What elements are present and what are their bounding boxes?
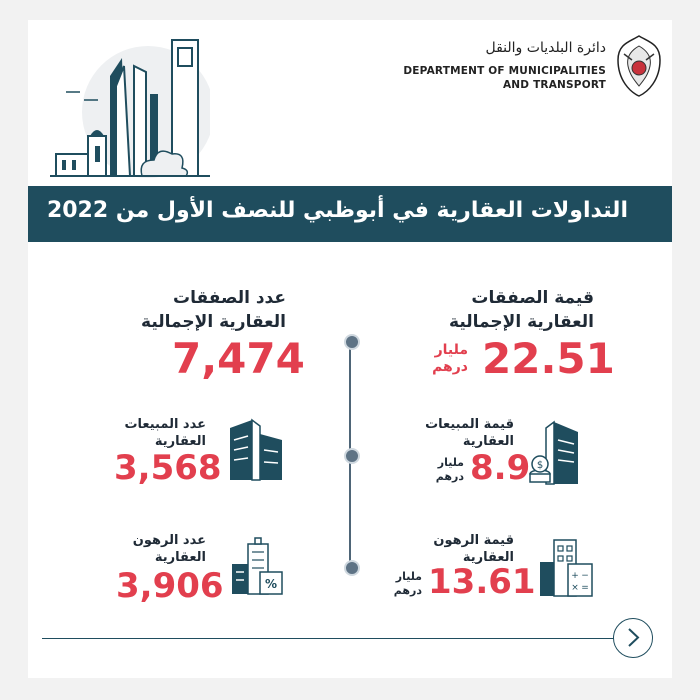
total-count-label-line2: العقارية الإجمالية	[141, 312, 286, 332]
svg-text:−: −	[581, 571, 589, 581]
logo-english-text: DEPARTMENT OF MUNICIPALITIES AND TRANSPO…	[403, 64, 606, 92]
mortgage-value-unit-line1: مليار	[395, 570, 422, 583]
mortgage-count-label-line2: العقارية	[154, 550, 206, 565]
mortgage-value-label-line1: قيمة الرهون	[433, 533, 514, 548]
svg-text:%: %	[265, 577, 277, 591]
city-skyline-icon	[50, 39, 210, 178]
svg-text:×: ×	[571, 583, 579, 593]
total-value-unit-line2: درهم	[432, 359, 468, 375]
chevron-right-icon	[628, 628, 640, 647]
sales-value-number: 8.9	[470, 448, 531, 488]
sales-value-unit-line2: درهم	[435, 470, 464, 483]
logo-english-line1: DEPARTMENT OF MUNICIPALITIES	[403, 65, 606, 77]
total-value-unit: مليار درهم	[432, 342, 468, 376]
mortgage-value-unit: مليار درهم	[394, 570, 422, 598]
timeline-dot	[344, 448, 360, 464]
mortgage-value-number: 13.61	[428, 562, 536, 602]
mortgage-value-unit-line2: درهم	[393, 584, 422, 597]
buildings-icon	[230, 418, 282, 481]
title-banner: التداولات العقارية في أبوظبي للنصف الأول…	[28, 186, 672, 242]
sales-count-label-line1: عدد المبيعات	[124, 417, 206, 432]
building-calculator-icon: + − × =	[540, 539, 593, 597]
svg-text:$: $	[537, 460, 543, 471]
mortgage-count-label-line1: عدد الرهون	[132, 533, 206, 548]
logo-english-line2: AND TRANSPORT	[502, 79, 606, 91]
mortgage-count-label: عدد الرهون العقارية	[133, 532, 206, 566]
svg-text:+: +	[571, 571, 579, 581]
sales-value-unit: مليار درهم	[436, 456, 464, 484]
timeline-dot	[344, 560, 360, 576]
building-coins-icon: $	[529, 420, 578, 485]
total-count-label: عدد الصفقات العقارية الإجمالية	[141, 286, 286, 334]
total-value-number: 22.51	[482, 334, 615, 383]
mortgage-value-label-line2: العقارية	[462, 550, 514, 565]
total-value-unit-line1: مليار	[434, 342, 468, 358]
sales-value-label-line1: قيمة المبيعات	[425, 417, 514, 432]
sales-count-label-line2: العقارية	[154, 434, 206, 449]
page-title: التداولات العقارية في أبوظبي للنصف الأول…	[46, 198, 628, 223]
svg-text:=: =	[581, 583, 589, 593]
sales-value-label: قيمة المبيعات العقارية	[425, 416, 514, 450]
abu-dhabi-falcon-emblem-icon	[617, 35, 661, 97]
sales-value-unit-line1: مليار	[437, 456, 464, 469]
sales-value-label-line2: العقارية	[462, 434, 514, 449]
mortgage-count-number: 3,906	[116, 566, 224, 606]
next-button[interactable]	[613, 618, 653, 658]
total-value-label: قيمة الصفقات العقارية الإجمالية	[449, 286, 594, 334]
total-value-label-line2: العقارية الإجمالية	[449, 312, 594, 332]
logo-arabic-text: دائرة البلديات والنقل	[485, 40, 606, 56]
total-count-label-line1: عدد الصفقات	[173, 288, 286, 308]
timeline-dot	[344, 334, 360, 350]
building-percent-icon: %	[232, 537, 283, 595]
mortgage-value-label: قيمة الرهون العقارية	[433, 532, 514, 566]
sales-count-label: عدد المبيعات العقارية	[124, 416, 206, 450]
sales-count-number: 3,568	[114, 448, 222, 488]
total-value-label-line1: قيمة الصفقات	[471, 288, 594, 308]
divider-line	[42, 638, 614, 639]
total-count-number: 7,474	[172, 334, 305, 383]
